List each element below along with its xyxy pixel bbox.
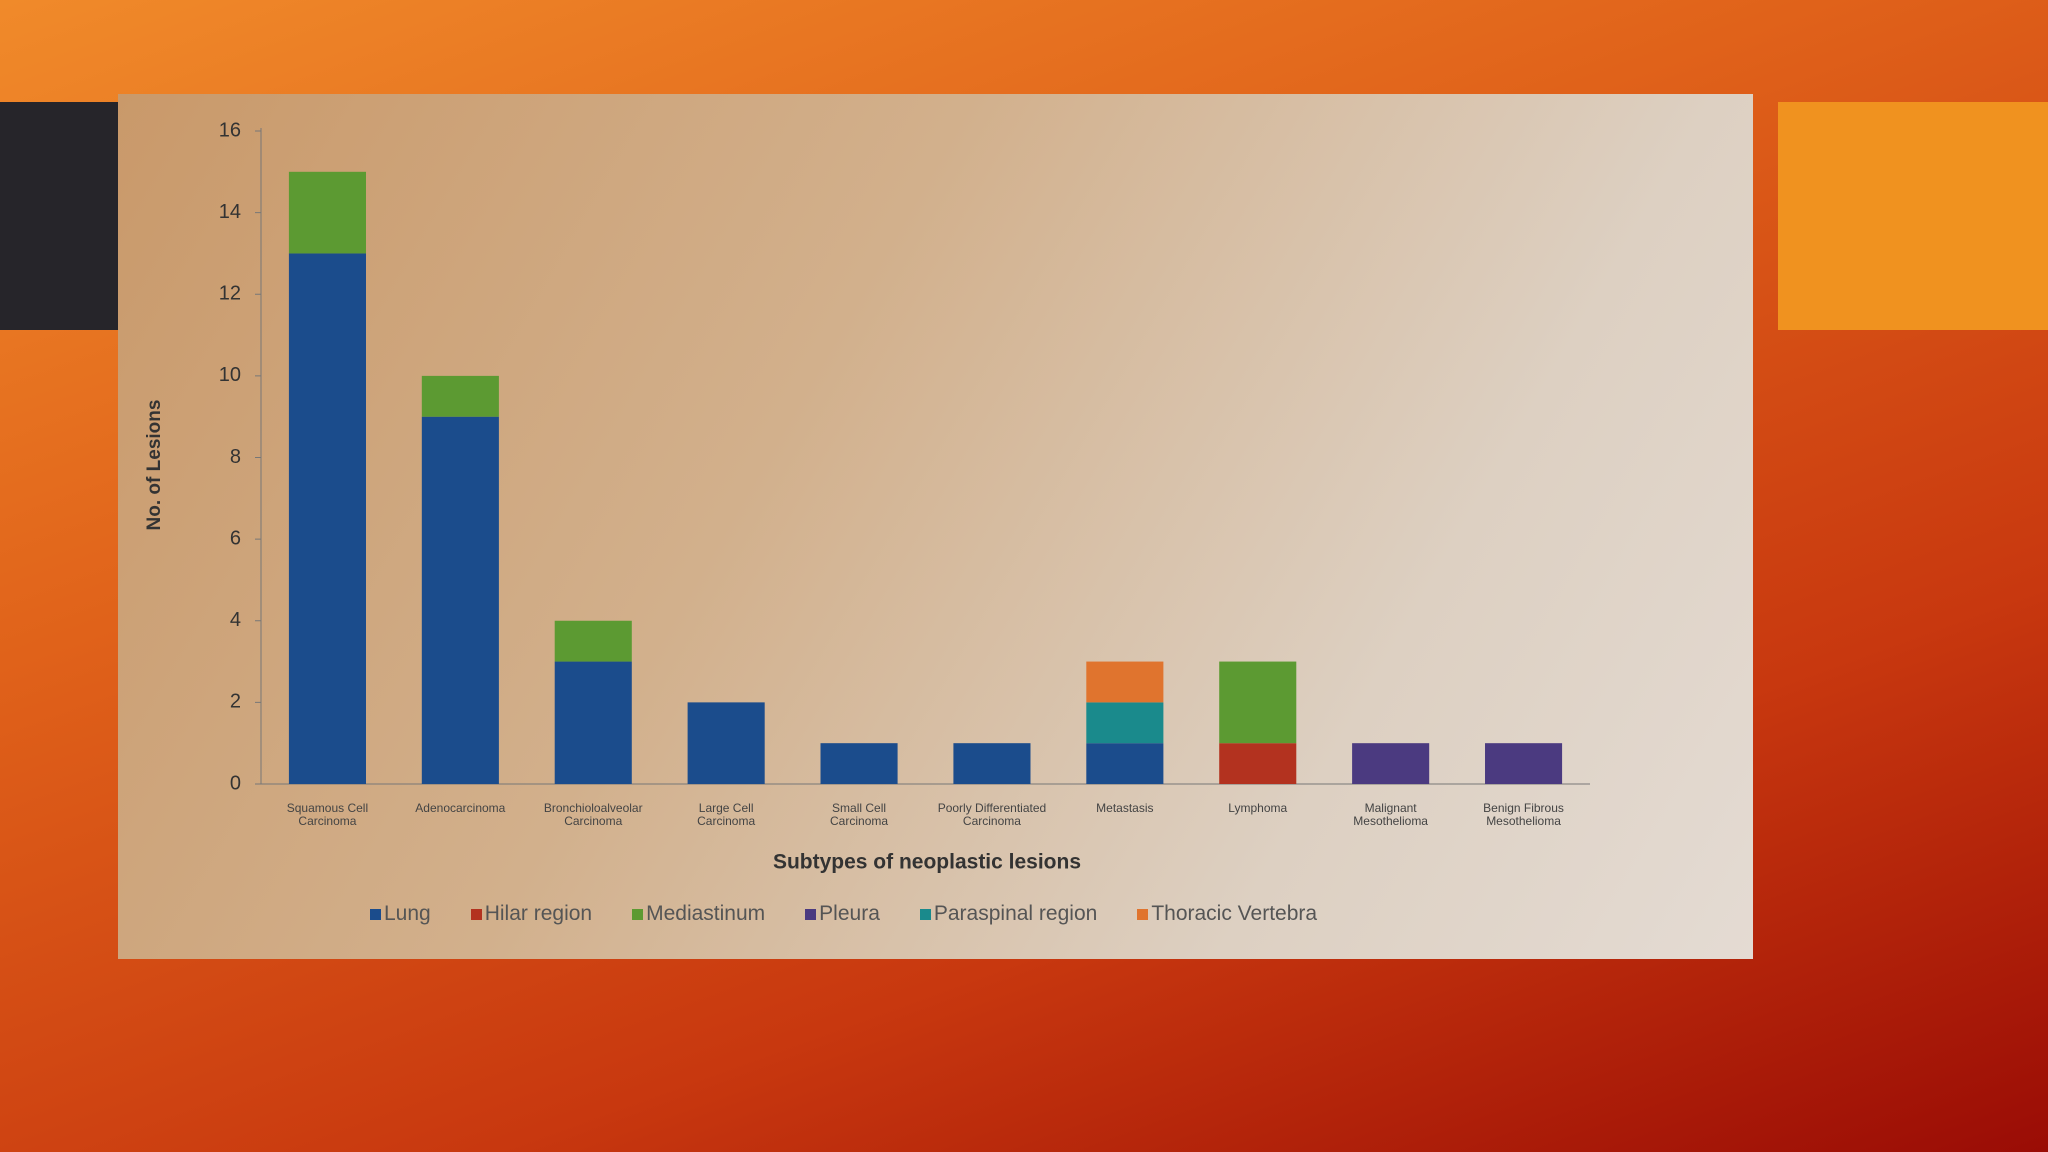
x-tick-label: Adenocarcinoma — [415, 801, 506, 815]
x-tick-label: Malignant Mesothelioma — [1353, 801, 1428, 828]
y-tick-label: 0 — [230, 772, 241, 794]
x-tick-label: Large Cell Carcinoma — [697, 801, 756, 828]
bar-segment — [421, 416, 499, 784]
y-tick-label: 14 — [219, 201, 241, 223]
legend-item: Lung — [370, 902, 431, 926]
x-tick-label: Bronchioloalveolar Carcinoma — [543, 801, 643, 828]
legend-label: Mediastinum — [646, 902, 766, 925]
x-axis-label: Subtypes of neoplastic lesions — [773, 851, 1081, 874]
legend-swatch — [1137, 909, 1149, 920]
bar-segment — [953, 743, 1031, 784]
orange-block — [1778, 102, 2048, 330]
legend-item: Paraspinal region — [919, 902, 1098, 926]
legend-label: Hilar region — [484, 902, 593, 925]
bar-segment — [687, 702, 765, 784]
bar-segment — [820, 743, 898, 784]
legend-swatch — [919, 909, 931, 920]
y-tick-label: 6 — [230, 527, 241, 549]
bar-segment — [1485, 743, 1563, 784]
legend-item: Pleura — [805, 902, 880, 926]
y-tick-label: 4 — [230, 609, 241, 631]
x-tick-label: Squamous Cell Carcinoma — [286, 801, 369, 828]
bar-segment — [1086, 702, 1164, 744]
x-tick-label: Lymphoma — [1228, 801, 1288, 815]
legend-item: Thoracic Vertebra — [1137, 902, 1317, 926]
bar-segment — [1219, 743, 1297, 784]
bar-segment — [1086, 661, 1164, 703]
y-tick-label: 16 — [219, 119, 241, 141]
legend-swatch — [632, 909, 644, 920]
x-tick-label: Metastasis — [1096, 801, 1154, 815]
y-tick-label: 8 — [230, 446, 241, 468]
legend-label: Lung — [384, 902, 431, 925]
legend-label: Pleura — [819, 902, 880, 925]
y-axis-label: No. of Lesions — [144, 400, 165, 531]
legend-item: Mediastinum — [632, 902, 765, 926]
x-tick-label: Small Cell Carcinoma — [830, 801, 889, 828]
y-tick-label: 10 — [219, 364, 241, 386]
bar-segment — [1086, 743, 1164, 784]
bar-segment — [1219, 661, 1297, 744]
legend-label: Paraspinal region — [933, 902, 1098, 925]
photo — [118, 94, 1753, 959]
bar-segment — [554, 661, 632, 784]
legend-swatch — [370, 909, 381, 920]
y-tick-label: 2 — [230, 691, 241, 713]
y-tick-label: 12 — [219, 283, 241, 305]
bar-segment — [288, 253, 366, 784]
bar-segment — [554, 620, 632, 662]
x-tick-label: Benign Fibrous Mesothelioma — [1483, 801, 1564, 828]
legend: Lung Hilar region Mediastinum Pleura Paraspi… — [370, 902, 1317, 926]
x-tick-label: Poorly Differentiated Carcinoma — [937, 801, 1047, 828]
legend-item: Hilar region — [470, 902, 593, 926]
bar-segment — [421, 375, 499, 417]
bar-segment — [288, 171, 366, 254]
legend-swatch — [470, 909, 482, 920]
bar-segment — [1352, 743, 1430, 784]
dark-block — [0, 102, 118, 330]
legend-label: Thoracic Vertebra — [1151, 902, 1318, 925]
legend-swatch — [805, 909, 817, 920]
